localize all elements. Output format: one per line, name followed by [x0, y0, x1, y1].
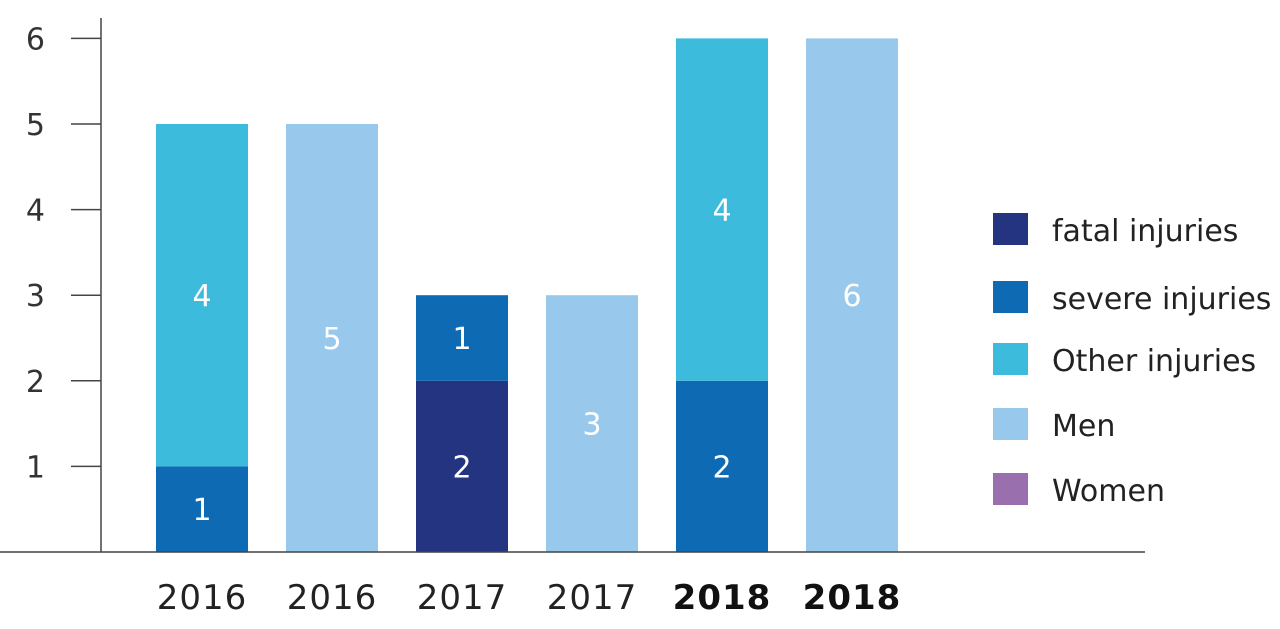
x-tick-label: 2017 [547, 578, 638, 618]
x-tick-label: 2018 [673, 578, 772, 618]
segment-labels-group: 1 4 5 2 1 3 2 4 6 [192, 194, 861, 529]
legend-label: fatal injuries [1052, 214, 1238, 249]
bar-segment-value-label: 4 [712, 194, 731, 229]
bars-group [156, 38, 898, 552]
bar-segment-men [806, 38, 898, 552]
legend-label: Other injuries [1052, 344, 1256, 379]
y-tick-label: 4 [26, 194, 45, 229]
bar-segment-value-label: 4 [192, 279, 211, 314]
y-tick-label: 2 [26, 365, 45, 400]
legend-label: severe injuries [1052, 282, 1271, 317]
legend-swatch [993, 408, 1028, 440]
bar-segment-other-injuries [156, 124, 248, 467]
x-tick-label: 2016 [157, 578, 248, 618]
bar-segment-value-label: 6 [842, 279, 861, 314]
bar-segment-value-label: 1 [192, 493, 211, 528]
y-tick-label: 1 [26, 450, 45, 485]
x-axis-ticks: 2016 2016 2017 2017 2018 2018 [157, 578, 902, 618]
legend: fatal injuries severe injuries Other injur… [993, 213, 1271, 509]
bar-segment-other-injuries [676, 38, 768, 381]
bar-segment-severe-injuries [416, 295, 508, 381]
y-tick-label: 3 [26, 279, 45, 314]
legend-swatch [993, 343, 1028, 375]
x-tick-label: 2018 [803, 578, 902, 618]
x-tick-label: 2016 [287, 578, 378, 618]
x-tick-label: 2017 [417, 578, 508, 618]
y-axis-ticks: 1 2 3 4 5 6 [26, 22, 101, 485]
bar-segment-fatal-injuries [416, 380, 508, 552]
bar-segment-severe-injuries [156, 466, 248, 552]
bar-segment-value-label: 5 [322, 322, 341, 357]
bar-segment-value-label: 3 [582, 408, 601, 443]
y-tick-label: 6 [26, 22, 45, 57]
bar-segment-value-label: 2 [712, 450, 731, 485]
legend-swatch [993, 213, 1028, 245]
bar-segment-men [546, 295, 638, 552]
bar-segment-severe-injuries [676, 380, 768, 552]
bar-segment-value-label: 1 [452, 322, 471, 357]
bar-segment-men [286, 124, 378, 552]
legend-label: Men [1052, 409, 1115, 444]
bar-segment-value-label: 2 [452, 450, 471, 485]
legend-swatch [993, 473, 1028, 505]
legend-swatch [993, 281, 1028, 313]
y-tick-label: 5 [26, 108, 45, 143]
legend-label: Women [1052, 474, 1165, 509]
